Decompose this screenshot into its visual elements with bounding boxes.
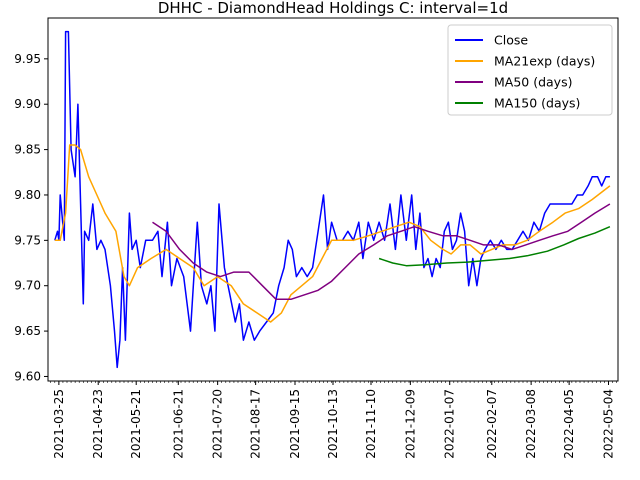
x-tick-label: 2021-05-21 [129,389,143,459]
y-axis: 9.60 9.65 9.70 9.75 9.80 9.85 9.90 9.95 [14,52,48,383]
x-tick-label: 2021-03-25 [52,389,66,459]
series-line [54,144,611,323]
legend: Close MA21exp (days) MA50 (days) MA150 (day… [447,24,613,116]
x-tick-label: 2022-05-04 [602,389,616,459]
x-tick-label: 2021-10-13 [326,389,340,459]
x-tick-label: 2021-12-09 [403,389,417,459]
y-tick-label: 9.70 [14,279,41,293]
x-tick-label: 2021-06-21 [171,389,185,459]
series-line [152,203,611,301]
x-tick-label: 2021-07-20 [211,389,225,459]
x-tick-label: 2021-11-10 [364,389,378,459]
series-group [54,30,611,369]
x-tick-label: 2022-03-08 [524,389,538,459]
y-tick-label: 9.95 [14,52,41,66]
y-tick-label: 9.80 [14,188,41,202]
x-axis: 2021-03-25 2021-04-23 2021-05-21 2021-06-21… [52,381,616,459]
y-tick-label: 9.90 [14,97,41,111]
y-tick-label: 9.60 [14,369,41,383]
y-tick-label: 9.85 [14,143,41,157]
legend-box [447,24,613,116]
x-tick-label: 2022-02-07 [485,389,499,459]
legend-label: MA50 (days) [494,75,572,90]
plot-frame [47,17,619,382]
x-tick-label: 2021-08-17 [249,389,263,459]
x-tick-label: 2022-04-05 [562,389,576,459]
x-tick-label: 2021-09-15 [288,389,302,459]
legend-label: MA150 (days) [494,96,580,111]
chart-title: DHHC - DiamondHead Holdings C: interval=… [158,0,508,17]
series-line [378,226,611,267]
y-tick-label: 9.75 [14,233,41,247]
legend-label: MA21exp (days) [494,54,595,69]
x-tick-label: 2022-01-07 [443,389,457,459]
x-tick-label: 2021-04-23 [91,389,105,459]
y-tick-label: 9.65 [14,324,41,338]
legend-label: Close [494,33,528,48]
